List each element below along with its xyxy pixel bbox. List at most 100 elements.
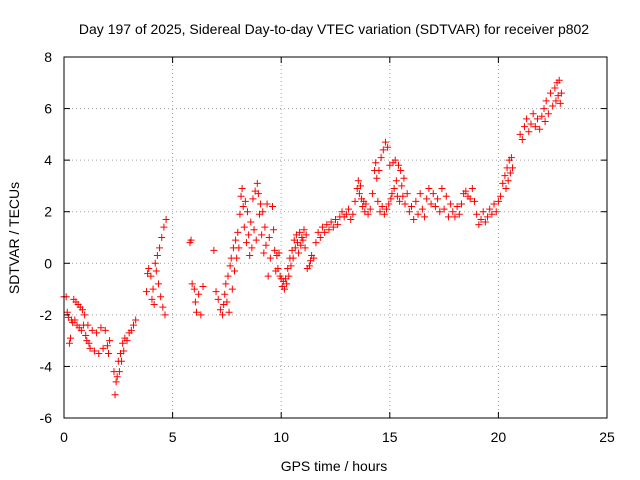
data-point <box>499 179 507 187</box>
data-point <box>265 234 273 241</box>
data-point <box>391 156 399 164</box>
data-point <box>296 228 304 236</box>
data-point <box>349 210 357 218</box>
data-point <box>380 210 388 218</box>
data-point <box>497 192 505 200</box>
data-point <box>88 326 96 334</box>
data-point <box>86 344 94 352</box>
data-point <box>547 89 555 97</box>
data-point <box>195 290 203 298</box>
data-point <box>262 241 270 249</box>
data-point <box>556 99 564 107</box>
data-point <box>398 182 406 190</box>
data-point <box>261 223 269 231</box>
data-point <box>318 223 326 231</box>
data-point <box>412 197 420 205</box>
data-point <box>327 218 335 226</box>
data-point <box>283 280 291 288</box>
data-point <box>147 272 155 280</box>
data-point <box>242 239 250 247</box>
data-point <box>381 138 389 146</box>
data-point <box>250 226 258 234</box>
data-point <box>152 267 160 275</box>
data-point <box>347 215 355 223</box>
data-point <box>158 234 166 241</box>
data-point <box>492 208 500 216</box>
y-tick-label: 0 <box>44 255 52 271</box>
data-point <box>111 391 119 399</box>
data-point <box>113 373 121 381</box>
data-point <box>504 177 512 185</box>
data-point <box>501 172 509 180</box>
data-point <box>529 110 537 118</box>
data-point <box>263 200 271 208</box>
data-point <box>354 177 362 185</box>
data-point <box>325 226 333 234</box>
data-point <box>239 203 247 211</box>
data-point <box>506 169 514 177</box>
data-point <box>270 226 278 234</box>
data-point <box>305 262 313 270</box>
data-point <box>388 190 396 198</box>
data-point <box>378 203 386 211</box>
data-point <box>385 200 393 208</box>
data-point <box>246 252 254 260</box>
data-point <box>527 120 535 128</box>
data-point <box>377 154 385 162</box>
data-point <box>396 197 404 205</box>
data-point <box>410 215 418 223</box>
data-point <box>266 254 274 262</box>
data-point <box>275 249 283 257</box>
data-point <box>295 249 303 257</box>
data-point <box>228 285 236 293</box>
data-point <box>157 293 165 301</box>
data-point <box>397 166 405 174</box>
data-point <box>224 272 232 280</box>
data-point <box>299 236 307 244</box>
data-point <box>300 226 308 234</box>
data-point <box>210 246 218 254</box>
data-point <box>334 221 342 229</box>
data-point <box>81 311 89 319</box>
data-point <box>287 262 295 270</box>
data-point <box>192 308 200 316</box>
data-point <box>302 231 310 239</box>
x-tick-labels: 0 5 10 15 20 25 <box>60 429 615 445</box>
data-point <box>523 115 531 123</box>
data-point <box>509 164 517 172</box>
x-tick-label: 5 <box>169 429 177 445</box>
data-point <box>442 192 450 200</box>
data-point <box>252 236 260 244</box>
data-point <box>310 254 318 262</box>
data-point <box>214 295 222 303</box>
data-point <box>329 223 337 231</box>
data-point <box>368 190 376 198</box>
data-point <box>221 290 229 298</box>
data-point <box>440 205 448 213</box>
data-point <box>375 166 383 174</box>
x-tick-label: 20 <box>491 429 507 445</box>
data-point <box>455 210 463 218</box>
data-point <box>379 146 387 154</box>
data-point <box>544 110 552 118</box>
data-point <box>323 221 331 229</box>
data-point <box>119 339 127 347</box>
data-point <box>383 205 391 213</box>
data-point <box>444 213 452 221</box>
data-point <box>235 244 243 252</box>
data-point <box>484 213 492 221</box>
data-point <box>538 112 546 120</box>
data-point <box>490 200 498 208</box>
data-point <box>240 223 248 231</box>
data-point <box>241 197 249 205</box>
data-point <box>118 357 126 365</box>
data-point <box>232 236 240 244</box>
axis-ticks <box>63 56 608 419</box>
data-point <box>557 89 565 97</box>
data-point <box>151 259 159 267</box>
data-point <box>525 128 533 136</box>
data-point <box>536 125 544 133</box>
data-point <box>416 190 424 198</box>
data-point <box>549 102 557 110</box>
data-point <box>520 123 528 131</box>
